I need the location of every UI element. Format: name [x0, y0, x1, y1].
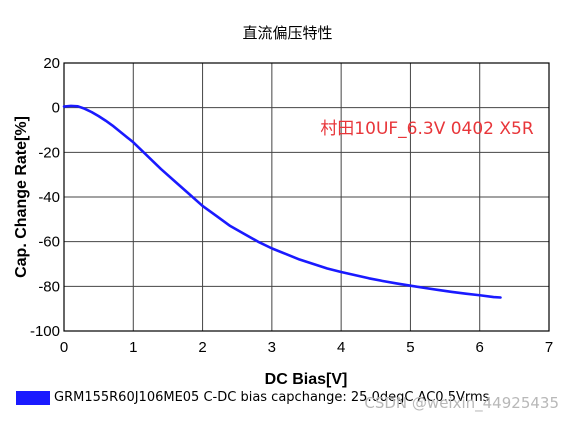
series-line: [62, 104, 502, 299]
grid-layer: [63, 62, 550, 332]
chart-annotation: 村田10UF_6.3V 0402 X5R: [320, 119, 534, 139]
y-tick-label: -20: [38, 144, 60, 161]
y-tick-label: -40: [38, 189, 60, 206]
y-tick-label: -60: [38, 234, 60, 251]
plot-frame: [63, 62, 550, 332]
x-axis-label: DC Bias[V]: [265, 371, 348, 388]
tick-labels: 0 1 2 3 4 5 6 7 20 0 -20 -40 -60 -80 -100: [30, 55, 553, 356]
x-tick-label: 1: [129, 339, 137, 356]
chart-legend: GRM155R60J106ME05 C-DC bias capchange: 2…: [16, 390, 489, 405]
x-tick-label: 3: [268, 339, 276, 356]
x-tick-label: 2: [198, 339, 206, 356]
chart-title: 直流偏压特性: [242, 24, 333, 42]
legend-swatch: [16, 390, 50, 405]
y-tick-label: -100: [30, 323, 60, 340]
watermark: CSDN @weixin_44925435: [364, 394, 559, 412]
y-tick-label: 20: [43, 55, 60, 72]
y-tick-label: -80: [38, 278, 60, 295]
legend-label: GRM155R60J106ME05 C-DC bias capchange: 2…: [54, 390, 490, 405]
y-axis-label: Cap. Change Rate[%]: [13, 116, 30, 278]
x-tick-label: 5: [406, 339, 414, 356]
x-tick-label: 0: [60, 339, 68, 356]
series-layer: [62, 104, 502, 299]
x-tick-label: 6: [476, 339, 484, 356]
y-tick-label: 0: [52, 100, 60, 117]
x-tick-label: 4: [337, 339, 345, 356]
x-tick-label: 7: [545, 339, 553, 356]
